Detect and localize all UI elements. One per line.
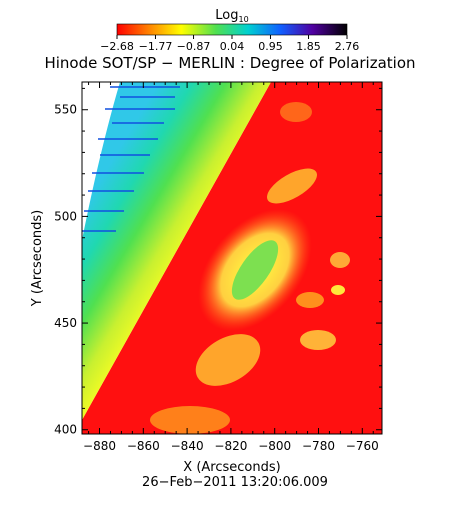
x-axis-label: X (Arcseconds) — [183, 460, 280, 475]
y-tick-label: 500 — [54, 209, 77, 223]
y-tick-label: 400 — [54, 423, 77, 437]
colorbar-tick-label: 0.95 — [258, 40, 283, 53]
colorbar-tick-label: −2.68 — [100, 40, 134, 53]
y-axis-label: Y (Arcseconds) — [30, 210, 45, 307]
off-limb-noise — [82, 86, 180, 232]
timestamp: 26−Feb−2011 13:20:06.009 — [142, 475, 328, 490]
x-tick-label: −820 — [214, 439, 247, 453]
colorbar-ticks: −2.68 −1.77 −0.87 0.04 0.95 1.85 2.76 — [100, 35, 359, 53]
colorbar-tick-label: 2.76 — [335, 40, 360, 53]
chart-title: Hinode SOT/SP − MERLIN : Degree of Polar… — [44, 54, 415, 72]
colorbar — [116, 23, 348, 36]
colorbar-title: Log10 — [215, 8, 248, 24]
plot-area — [82, 82, 382, 434]
colorbar-tick-label: 0.04 — [220, 40, 245, 53]
x-tick-label: −780 — [302, 439, 335, 453]
x-tick-label: −800 — [258, 439, 291, 453]
x-tick-label: −840 — [171, 439, 204, 453]
colorbar-tick-label: −1.77 — [139, 40, 173, 53]
active-region — [150, 102, 350, 434]
x-tick-label: −760 — [346, 439, 379, 453]
x-tick-label: −880 — [83, 439, 116, 453]
y-axis: 400 450 500 550 — [54, 87, 382, 437]
plot-frame — [81, 81, 383, 435]
limb-band — [82, 82, 271, 420]
colorbar-tick-label: −0.87 — [177, 40, 211, 53]
colorbar-tick-label: 1.85 — [296, 40, 321, 53]
x-tick-label: −860 — [127, 439, 160, 453]
x-axis: −880 −860 −840 −820 −800 −780 −760 — [83, 82, 379, 453]
y-tick-label: 550 — [54, 103, 77, 117]
y-tick-label: 450 — [54, 316, 77, 330]
